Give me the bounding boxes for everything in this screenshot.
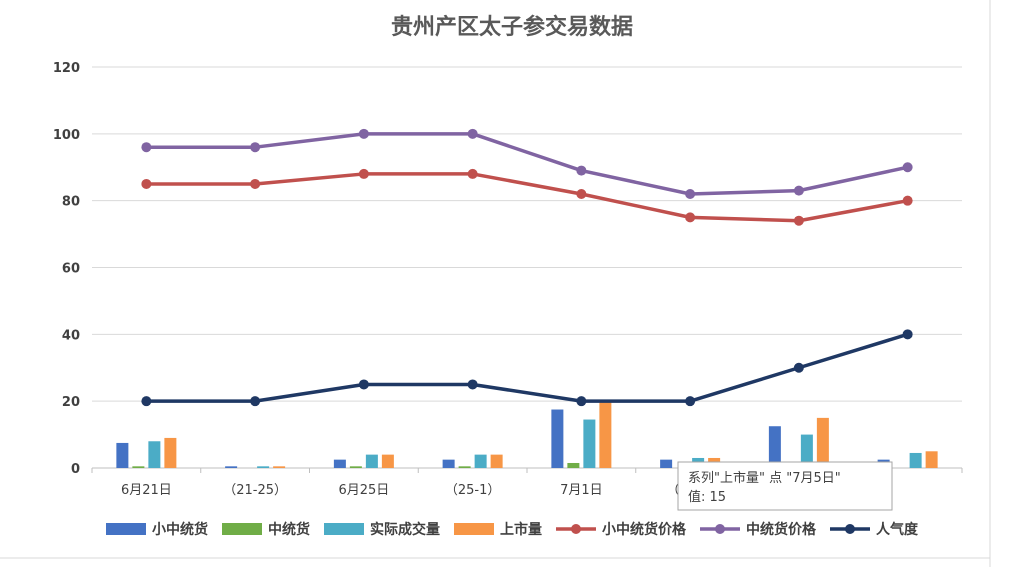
bar-实际成交量[interactable] — [365, 454, 378, 468]
point-人气度[interactable] — [902, 329, 913, 340]
point-中统货价格[interactable] — [141, 142, 152, 153]
point-小中统货价格[interactable] — [467, 168, 478, 179]
bar-小中统货[interactable] — [442, 459, 455, 468]
point-中统货价格[interactable] — [793, 185, 804, 196]
bar-小中统货[interactable] — [225, 466, 238, 468]
legend-item-小中统货[interactable]: 小中统货 — [106, 521, 208, 538]
bar-实际成交量[interactable] — [257, 466, 270, 468]
line-小中统货价格[interactable] — [146, 172, 908, 223]
point-人气度[interactable] — [467, 379, 478, 390]
bar-实际成交量[interactable] — [583, 419, 596, 468]
legend-swatch-marker — [845, 524, 855, 534]
point-人气度[interactable] — [250, 396, 261, 407]
y-tick-label: 60 — [62, 262, 80, 277]
point-中统货价格[interactable] — [902, 162, 913, 173]
legend-item-上市量[interactable]: 上市量 — [454, 521, 542, 538]
bar-上市量[interactable] — [816, 417, 829, 468]
point-小中统货价格[interactable] — [250, 178, 261, 189]
bar-上市量[interactable] — [599, 401, 612, 468]
point-人气度[interactable] — [685, 396, 696, 407]
legend-label: 中统货 — [268, 521, 310, 538]
point-小中统货价格[interactable] — [902, 195, 913, 206]
line-series — [141, 128, 913, 407]
legend-label: 实际成交量 — [370, 521, 440, 538]
line-人气度[interactable] — [146, 332, 909, 403]
point-中统货价格[interactable] — [576, 165, 587, 176]
point-中统货价格[interactable] — [358, 128, 369, 139]
legend-item-中统货价格[interactable]: 中统货价格 — [700, 521, 817, 538]
bar-中统货[interactable] — [567, 462, 580, 468]
point-小中统货价格[interactable] — [685, 212, 696, 223]
legend-swatch — [324, 523, 364, 535]
bar-小中统货[interactable] — [660, 459, 673, 468]
point-中统货价格[interactable] — [250, 142, 261, 153]
y-tick-label: 0 — [71, 462, 80, 477]
x-category-label: （25-1） — [445, 483, 501, 498]
y-tick-label: 20 — [62, 395, 80, 410]
bar-上市量[interactable] — [164, 437, 177, 468]
bar-实际成交量[interactable] — [800, 434, 813, 468]
legend-label: 中统货价格 — [746, 521, 817, 538]
point-人气度[interactable] — [141, 396, 152, 407]
y-tick-label: 80 — [62, 195, 80, 210]
x-category-label: （21-25） — [223, 483, 287, 498]
point-人气度[interactable] — [576, 396, 587, 407]
bar-中统货[interactable] — [349, 466, 362, 468]
bar-上市量[interactable] — [490, 454, 503, 468]
legend-swatch-marker — [715, 524, 725, 534]
point-中统货价格[interactable] — [467, 128, 478, 139]
bar-上市量[interactable] — [273, 466, 286, 468]
legend-swatch — [454, 523, 494, 535]
x-category-label: 6月25日 — [338, 483, 389, 498]
x-category-label: 6月21日 — [121, 483, 172, 498]
tooltip-line-2: 值: 15 — [688, 489, 726, 505]
bar-中统货[interactable] — [132, 466, 145, 468]
legend-item-中统货[interactable]: 中统货 — [222, 521, 310, 538]
y-tick-label: 40 — [62, 328, 80, 343]
point-小中统货价格[interactable] — [576, 188, 587, 199]
point-小中统货价格[interactable] — [358, 168, 369, 179]
point-小中统货价格[interactable] — [793, 215, 804, 226]
bar-小中统货[interactable] — [333, 459, 346, 468]
point-人气度[interactable] — [358, 379, 369, 390]
legend-label: 上市量 — [500, 521, 542, 538]
legend-label: 人气度 — [876, 521, 919, 538]
tooltip-line-1: 系列"上市量" 点 "7月5日" — [688, 470, 841, 486]
bar-中统货[interactable] — [458, 466, 471, 468]
chart-title: 贵州产区太子参交易数据 — [391, 14, 633, 40]
grid-lines — [91, 66, 963, 473]
bar-小中统货[interactable] — [768, 426, 781, 468]
y-tick-label: 100 — [53, 128, 80, 143]
legend-swatch — [222, 523, 262, 535]
legend-label: 小中统货 — [152, 521, 208, 538]
point-小中统货价格[interactable] — [141, 178, 152, 189]
bar-小中统货[interactable] — [551, 409, 564, 468]
legend-item-实际成交量[interactable]: 实际成交量 — [324, 521, 440, 538]
legend-item-小中统货价格[interactable]: 小中统货价格 — [556, 521, 687, 538]
legend: 小中统货 中统货 实际成交量 上市量 小中统货价格 中统货价格 人气度 — [106, 521, 919, 538]
bar-小中统货[interactable] — [116, 442, 129, 468]
bar-实际成交量[interactable] — [148, 441, 161, 468]
bar-实际成交量[interactable] — [909, 452, 922, 468]
bar-上市量[interactable] — [925, 451, 938, 468]
tooltip: 系列"上市量" 点 "7月5日" 值: 15 — [677, 461, 893, 511]
legend-swatch — [106, 523, 146, 535]
bar-实际成交量[interactable] — [474, 454, 487, 468]
y-tick-label: 120 — [53, 61, 80, 76]
legend-swatch-marker — [571, 524, 581, 534]
point-人气度[interactable] — [793, 362, 804, 373]
legend-label: 小中统货价格 — [602, 521, 687, 538]
tooltip-box — [677, 461, 893, 511]
bar-series — [116, 401, 938, 468]
line-中统货价格[interactable] — [146, 132, 908, 196]
legend-item-人气度[interactable]: 人气度 — [830, 521, 919, 538]
point-中统货价格[interactable] — [685, 188, 696, 199]
x-category-label: 7月1日 — [560, 483, 603, 498]
bar-上市量[interactable] — [381, 454, 394, 468]
y-axis-tick-labels: 0 20 40 60 80 100 120 — [53, 61, 80, 477]
